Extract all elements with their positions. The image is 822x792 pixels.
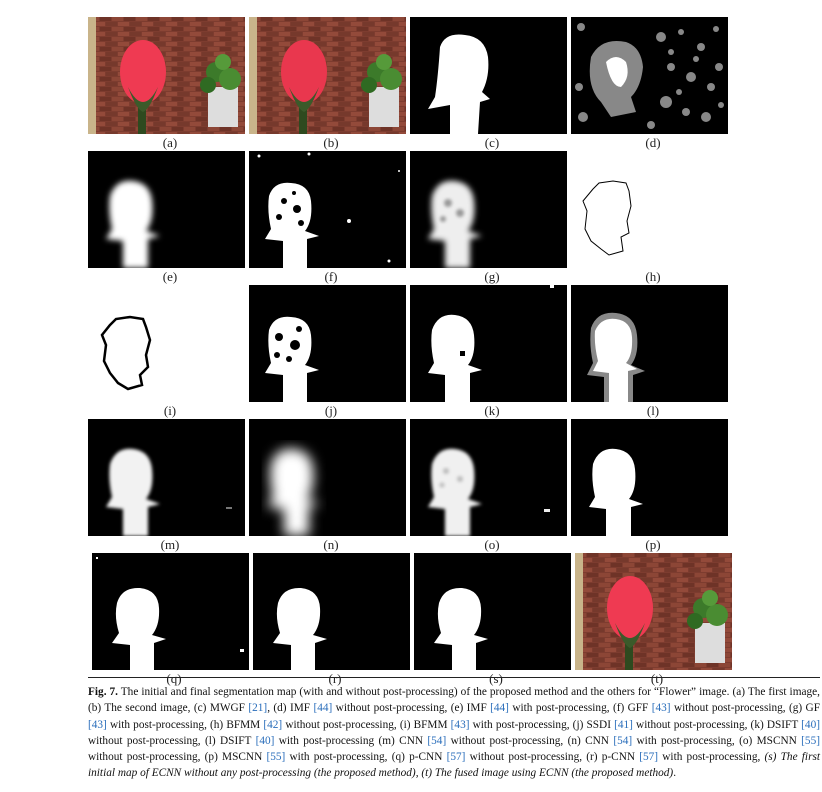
caption-text: without post-processing, (p) MSCNN <box>88 751 267 764</box>
citation-link[interactable]: [42] <box>263 718 283 731</box>
caption-italic-text: (s) The first initial map of ECNN withou… <box>88 751 821 780</box>
citation-link[interactable]: [44] <box>313 702 333 715</box>
mask-p <box>571 419 728 536</box>
mask-e <box>88 151 245 268</box>
flower-photo-t <box>575 553 732 670</box>
label-s: (s) <box>489 671 503 686</box>
citation-link[interactable]: [57] <box>639 751 659 764</box>
caption-text: , (d) IMF <box>267 702 314 715</box>
panel-q-pcnn-map <box>92 553 249 670</box>
caption-fig-label: Fig. 7. <box>88 686 118 698</box>
citation-link[interactable]: [43] <box>88 718 107 731</box>
citation-link[interactable]: [43] <box>450 718 470 731</box>
mask-g <box>410 151 567 268</box>
mask-n <box>249 419 406 536</box>
label-n: (n) <box>323 537 339 552</box>
panel-a-first-image <box>88 17 245 134</box>
label-e: (e) <box>162 269 178 284</box>
panel-j-ssdi-map <box>249 285 406 402</box>
citation-link[interactable]: [41] <box>614 718 633 731</box>
panel-s-ecnn-map <box>414 553 571 670</box>
mask-s <box>414 553 571 670</box>
citation-link[interactable]: [21] <box>248 702 268 715</box>
citation-link[interactable]: [54] <box>613 734 633 747</box>
panel-t-fused-image <box>575 553 732 670</box>
mask-k <box>410 285 567 402</box>
caption-text: with post-processing, (j) SSDI <box>469 718 615 731</box>
panel-m-cnn-map <box>88 419 245 536</box>
panel-g-gf-post <box>410 151 567 268</box>
label-d: (d) <box>645 135 661 150</box>
mask-c <box>410 17 567 134</box>
mask-o <box>410 419 567 536</box>
citation-link[interactable]: [54] <box>427 734 447 747</box>
caption-text: The initial and final segmentation map (… <box>88 686 820 715</box>
figure-caption: Fig. 7. The initial and final segmentati… <box>88 684 820 782</box>
caption-text: without post-processing, (r) p-CNN <box>465 751 640 764</box>
label-f: (f) <box>324 269 338 284</box>
caption-text: with post-processing, (o) MSCNN <box>632 734 802 747</box>
label-c: (c) <box>484 135 500 150</box>
label-l: (l) <box>646 403 660 418</box>
panel-n-cnn-post <box>249 419 406 536</box>
citation-link[interactable]: [57] <box>446 751 466 764</box>
caption-text: without post-processing, (e) IMF <box>332 702 491 715</box>
label-o: (o) <box>484 537 500 552</box>
mask-d <box>571 17 728 134</box>
citation-link[interactable]: [55] <box>801 734 820 747</box>
mask-i <box>88 285 245 402</box>
panel-o-mscnn-map <box>410 419 567 536</box>
panel-h-bfmm-map <box>571 151 728 268</box>
panel-i-bfmm-post <box>88 285 245 402</box>
caption-text: with post-processing (m) CNN <box>274 734 428 747</box>
caption-text: . <box>673 767 677 780</box>
label-j: (j) <box>324 403 338 418</box>
label-m: (m) <box>160 537 180 552</box>
label-p: (p) <box>645 537 661 552</box>
citation-link[interactable]: [40] <box>255 734 275 747</box>
citation-link[interactable]: [55] <box>266 751 286 764</box>
mask-r <box>253 553 410 670</box>
label-r: (r) <box>328 671 342 686</box>
panel-d-imf-map <box>571 17 728 134</box>
label-h: (h) <box>645 269 661 284</box>
caption-text: with post-processing, (h) BFMM <box>106 718 264 731</box>
flower-photo-a <box>88 17 245 134</box>
mask-m <box>88 419 245 536</box>
label-t: (t) <box>650 671 664 686</box>
mask-j <box>249 285 406 402</box>
panel-e-imf-post <box>88 151 245 268</box>
mask-q <box>92 553 249 670</box>
mask-l <box>571 285 728 402</box>
label-b: (b) <box>323 135 339 150</box>
caption-text: with post-processing, (f) GFF <box>508 702 652 715</box>
label-i: (i) <box>163 403 177 418</box>
label-k: (k) <box>484 403 500 418</box>
citation-link[interactable]: [43] <box>651 702 671 715</box>
panel-b-second-image <box>249 17 406 134</box>
panel-p-mscnn-post <box>571 419 728 536</box>
label-a: (a) <box>162 135 178 150</box>
panel-l-dsift-post <box>571 285 728 402</box>
caption-text: without post-processing, (n) CNN <box>446 734 614 747</box>
caption-rule <box>88 677 820 678</box>
label-g: (g) <box>484 269 500 284</box>
caption-text: with post-processing, <box>658 751 765 764</box>
panel-f-gff-map <box>249 151 406 268</box>
panel-k-dsift-map <box>410 285 567 402</box>
caption-text: with post-processing, (q) p-CNN <box>285 751 447 764</box>
caption-text: without post-processing, (k) DSIFT <box>632 718 802 731</box>
citation-link[interactable]: [44] <box>490 702 509 715</box>
mask-f <box>249 151 406 268</box>
caption-text: without post-processing, (i) BFMM <box>282 718 451 731</box>
caption-text: without post-processing, (l) DSIFT <box>88 734 256 747</box>
panel-c-mwgf-map <box>410 17 567 134</box>
citation-link[interactable]: [40] <box>801 718 820 731</box>
label-q: (q) <box>166 671 182 686</box>
caption-text: without post-processing, (g) GF <box>670 702 820 715</box>
panel-r-pcnn-post <box>253 553 410 670</box>
mask-h <box>571 151 728 268</box>
flower-photo-b <box>249 17 406 134</box>
